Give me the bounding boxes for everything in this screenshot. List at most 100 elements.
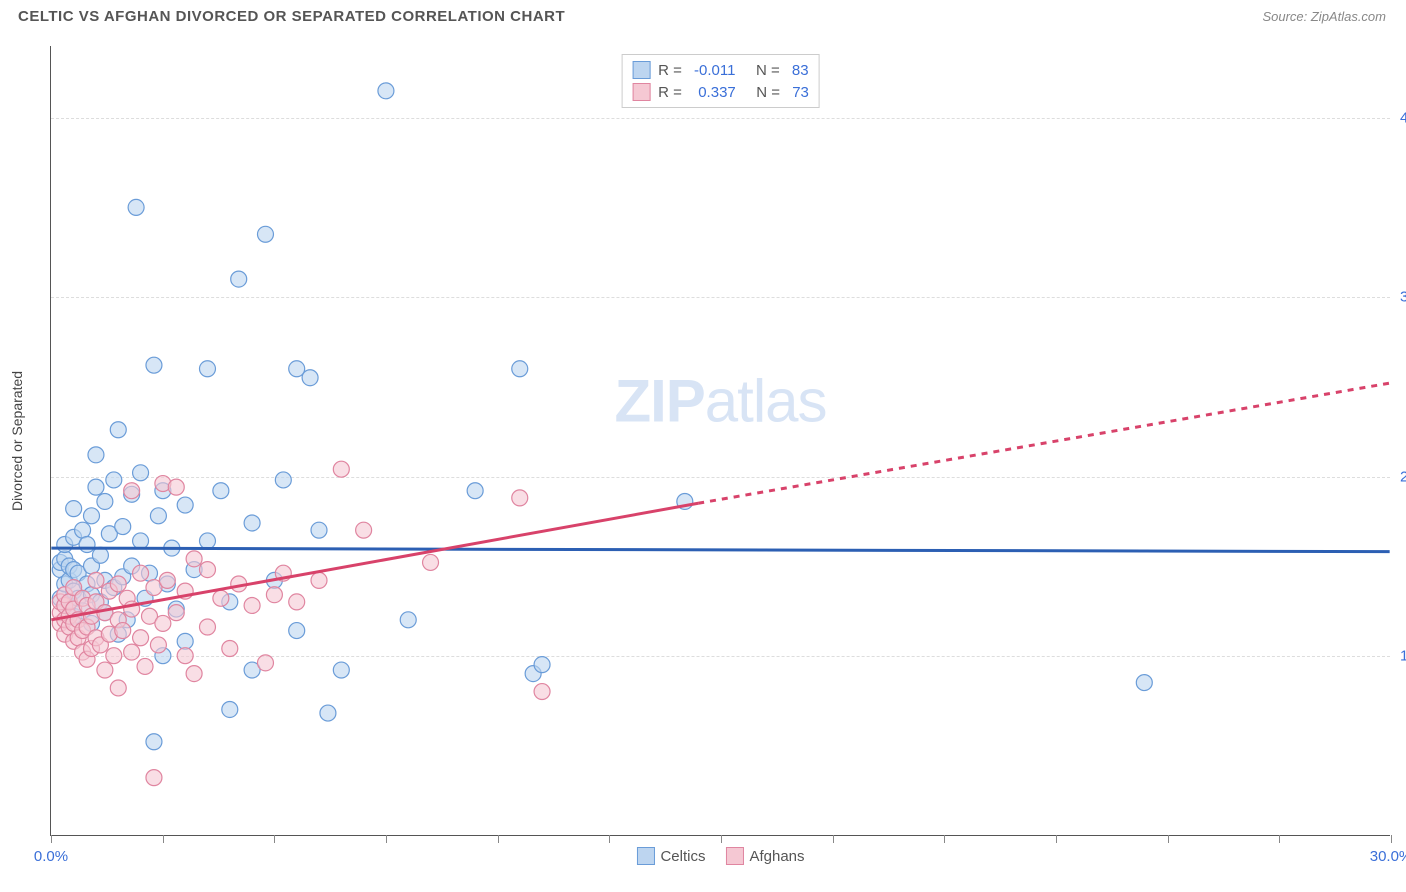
data-point <box>133 533 149 549</box>
legend-swatch <box>636 847 654 865</box>
x-tick-label: 0.0% <box>34 848 68 865</box>
data-point <box>146 734 162 750</box>
data-point <box>110 422 126 438</box>
x-tick <box>1279 835 1280 843</box>
data-point <box>231 271 247 287</box>
data-point <box>137 658 153 674</box>
data-point <box>222 641 238 657</box>
x-tick <box>51 835 52 843</box>
legend-stats: R = -0.011 N = 83R = 0.337 N = 73 <box>621 54 820 108</box>
data-point <box>150 637 166 653</box>
data-point <box>423 554 439 570</box>
trend-line-dashed <box>698 383 1389 503</box>
data-point <box>97 662 113 678</box>
data-point <box>84 508 100 524</box>
legend-swatch <box>632 83 650 101</box>
data-point <box>266 587 282 603</box>
data-point <box>128 199 144 215</box>
x-tick-label: 30.0% <box>1370 848 1406 865</box>
legend-series-item: Celtics <box>636 847 705 865</box>
x-tick <box>1391 835 1392 843</box>
chart-header: CELTIC VS AFGHAN DIVORCED OR SEPARATED C… <box>0 0 1406 33</box>
legend-swatch <box>725 847 743 865</box>
data-point <box>244 597 260 613</box>
legend-swatch <box>632 61 650 79</box>
data-point <box>512 490 528 506</box>
data-point <box>79 537 95 553</box>
data-point <box>106 472 122 488</box>
data-point <box>88 447 104 463</box>
legend-stats-row: R = -0.011 N = 83 <box>632 59 809 81</box>
legend-label: Afghans <box>749 848 804 865</box>
data-point <box>199 533 215 549</box>
data-point <box>289 623 305 639</box>
data-point <box>177 633 193 649</box>
data-point <box>75 522 91 538</box>
x-tick <box>163 835 164 843</box>
data-point <box>115 623 131 639</box>
data-point <box>199 562 215 578</box>
data-point <box>199 361 215 377</box>
data-point <box>534 684 550 700</box>
data-point <box>257 655 273 671</box>
data-point <box>168 605 184 621</box>
y-tick-label: 20.0% <box>1392 468 1406 485</box>
data-point <box>88 572 104 588</box>
x-tick <box>386 835 387 843</box>
data-point <box>177 648 193 664</box>
data-point <box>467 483 483 499</box>
y-tick-label: 30.0% <box>1392 289 1406 306</box>
data-point <box>106 648 122 664</box>
data-point <box>222 701 238 717</box>
data-point <box>213 483 229 499</box>
chart-source: Source: ZipAtlas.com <box>1262 9 1386 24</box>
data-point <box>88 479 104 495</box>
data-point <box>378 83 394 99</box>
data-point <box>110 680 126 696</box>
legend-series: Celtics Afghans <box>636 847 804 865</box>
data-point <box>159 572 175 588</box>
data-point <box>186 551 202 567</box>
x-tick <box>721 835 722 843</box>
plot-area <box>51 46 1390 835</box>
data-point <box>534 657 550 673</box>
data-point <box>199 619 215 635</box>
data-point <box>333 662 349 678</box>
data-point <box>356 522 372 538</box>
y-tick-label: 40.0% <box>1392 109 1406 126</box>
x-tick <box>833 835 834 843</box>
data-point <box>168 479 184 495</box>
data-point <box>66 501 82 517</box>
x-tick <box>1056 835 1057 843</box>
data-point <box>275 472 291 488</box>
data-point <box>133 565 149 581</box>
trend-line <box>51 503 698 620</box>
x-tick <box>1168 835 1169 843</box>
data-point <box>186 666 202 682</box>
chart-title: CELTIC VS AFGHAN DIVORCED OR SEPARATED C… <box>18 8 565 25</box>
data-point <box>124 483 140 499</box>
data-point <box>512 361 528 377</box>
data-point <box>257 226 273 242</box>
legend-stats-row: R = 0.337 N = 73 <box>632 81 809 103</box>
data-point <box>110 576 126 592</box>
data-point <box>133 630 149 646</box>
x-tick <box>944 835 945 843</box>
data-point <box>1136 675 1152 691</box>
trend-line <box>51 548 1389 552</box>
data-point <box>133 465 149 481</box>
y-axis-title: Divorced or Separated <box>9 370 25 510</box>
data-point <box>146 770 162 786</box>
data-point <box>146 357 162 373</box>
data-point <box>155 615 171 631</box>
y-tick-label: 10.0% <box>1392 648 1406 665</box>
data-point <box>311 572 327 588</box>
legend-label: Celtics <box>660 848 705 865</box>
x-tick <box>274 835 275 843</box>
x-tick <box>609 835 610 843</box>
data-point <box>177 497 193 513</box>
x-tick <box>498 835 499 843</box>
data-point <box>150 508 166 524</box>
data-point <box>302 370 318 386</box>
data-point <box>320 705 336 721</box>
